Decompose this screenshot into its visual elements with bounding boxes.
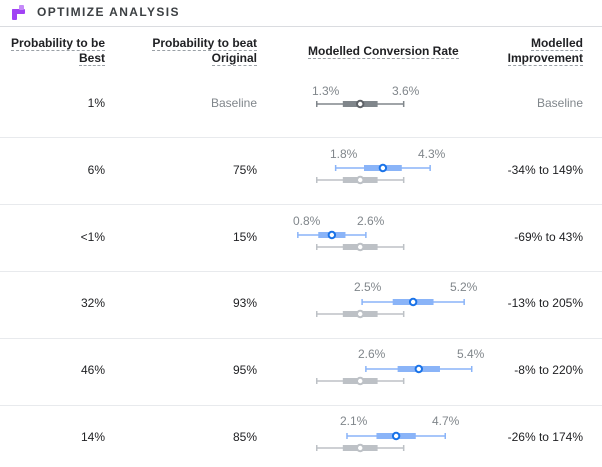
probability-beat-value: 75% bbox=[232, 163, 257, 177]
variant-interval-median-dot bbox=[327, 230, 337, 240]
row-divider bbox=[0, 338, 602, 339]
original-reference-interval-median-dot bbox=[356, 175, 365, 185]
original-reference-interval-median-dot bbox=[356, 242, 365, 252]
ci-low-label: 0.8% bbox=[293, 214, 321, 228]
probability-beat-value: 15% bbox=[232, 230, 257, 244]
variant-interval-median-dot bbox=[408, 297, 418, 307]
column-header-probability-best[interactable]: Probability to be Best bbox=[10, 36, 105, 66]
column-header-probability-beat[interactable]: Probability to beat Original bbox=[152, 36, 257, 66]
improvement-value: -8% to 220% bbox=[514, 363, 583, 377]
improvement-value: -26% to 174% bbox=[507, 430, 583, 444]
table-row[interactable]: <1% 15% 0.8% 2.6% -69% to 43% bbox=[0, 205, 602, 271]
ci-low-label: 2.6% bbox=[358, 347, 386, 361]
table-row[interactable]: 46% 95% 2.6% 5.4% -8% to 220% bbox=[0, 339, 602, 405]
variant-interval-median-dot bbox=[378, 163, 388, 173]
optimize-logo-icon bbox=[12, 5, 25, 20]
ci-high-label: 3.6% bbox=[392, 84, 420, 98]
table-row[interactable]: 1% Baseline 1.3% 3.6% Baseline bbox=[0, 70, 602, 137]
probability-best-value: 14% bbox=[80, 430, 105, 444]
ci-low-label: 1.8% bbox=[330, 147, 358, 161]
probability-best-value: 46% bbox=[80, 363, 105, 377]
improvement-value: -13% to 205% bbox=[507, 296, 583, 310]
row-divider bbox=[0, 204, 602, 205]
row-divider bbox=[0, 137, 602, 138]
header-line: Original bbox=[211, 51, 257, 66]
header-line: Probability to be bbox=[10, 36, 105, 51]
ci-high-label: 5.2% bbox=[450, 280, 478, 294]
app-header: OPTIMIZE ANALYSIS bbox=[0, 0, 602, 26]
table-row[interactable]: 6% 75% 1.8% 4.3% -34% to 149% bbox=[0, 138, 602, 204]
ci-low-label: 2.1% bbox=[340, 414, 368, 428]
ci-high-label: 2.6% bbox=[357, 214, 385, 228]
app-title: OPTIMIZE ANALYSIS bbox=[37, 5, 180, 19]
probability-beat-value: 85% bbox=[232, 430, 257, 444]
probability-beat-value: 93% bbox=[232, 296, 257, 310]
improvement-value: -69% to 43% bbox=[514, 230, 583, 244]
header-line: Modelled Conversion Rate bbox=[308, 44, 459, 59]
probability-best-value: 1% bbox=[87, 96, 105, 110]
header-divider bbox=[0, 26, 602, 27]
ci-low-label: 2.5% bbox=[354, 280, 382, 294]
probability-beat-value: 95% bbox=[232, 363, 257, 377]
improvement-value: Baseline bbox=[536, 96, 583, 110]
ci-high-label: 4.3% bbox=[418, 147, 446, 161]
column-header-conversion-rate[interactable]: Modelled Conversion Rate bbox=[308, 44, 459, 59]
probability-best-value: 32% bbox=[80, 296, 105, 310]
table-row[interactable]: 14% 85% 2.1% 4.7% -26% to 174% bbox=[0, 406, 602, 467]
improvement-value: -34% to 149% bbox=[507, 163, 583, 177]
header-line: Modelled bbox=[530, 36, 583, 51]
row-divider bbox=[0, 271, 602, 272]
original-reference-interval-median-dot bbox=[356, 309, 365, 319]
header-line: Improvement bbox=[507, 51, 583, 66]
probability-best-value: <1% bbox=[80, 230, 105, 244]
ci-high-label: 5.4% bbox=[457, 347, 485, 361]
table-row[interactable]: 32% 93% 2.5% 5.2% -13% to 205% bbox=[0, 272, 602, 338]
column-header-improvement[interactable]: Modelled Improvement bbox=[507, 36, 583, 66]
probability-beat-value: Baseline bbox=[210, 96, 257, 110]
variant-interval-median-dot bbox=[414, 364, 423, 374]
row-divider bbox=[0, 405, 602, 406]
original-reference-interval-median-dot bbox=[356, 376, 365, 386]
variant-interval-median-dot bbox=[391, 431, 401, 441]
header-line: Probability to beat bbox=[152, 36, 257, 51]
original-interval-median-dot bbox=[356, 99, 365, 109]
probability-best-value: 6% bbox=[87, 163, 105, 177]
ci-high-label: 4.7% bbox=[432, 414, 460, 428]
ci-low-label: 1.3% bbox=[312, 84, 340, 98]
original-reference-interval-median-dot bbox=[356, 443, 365, 453]
header-line: Best bbox=[78, 51, 105, 66]
